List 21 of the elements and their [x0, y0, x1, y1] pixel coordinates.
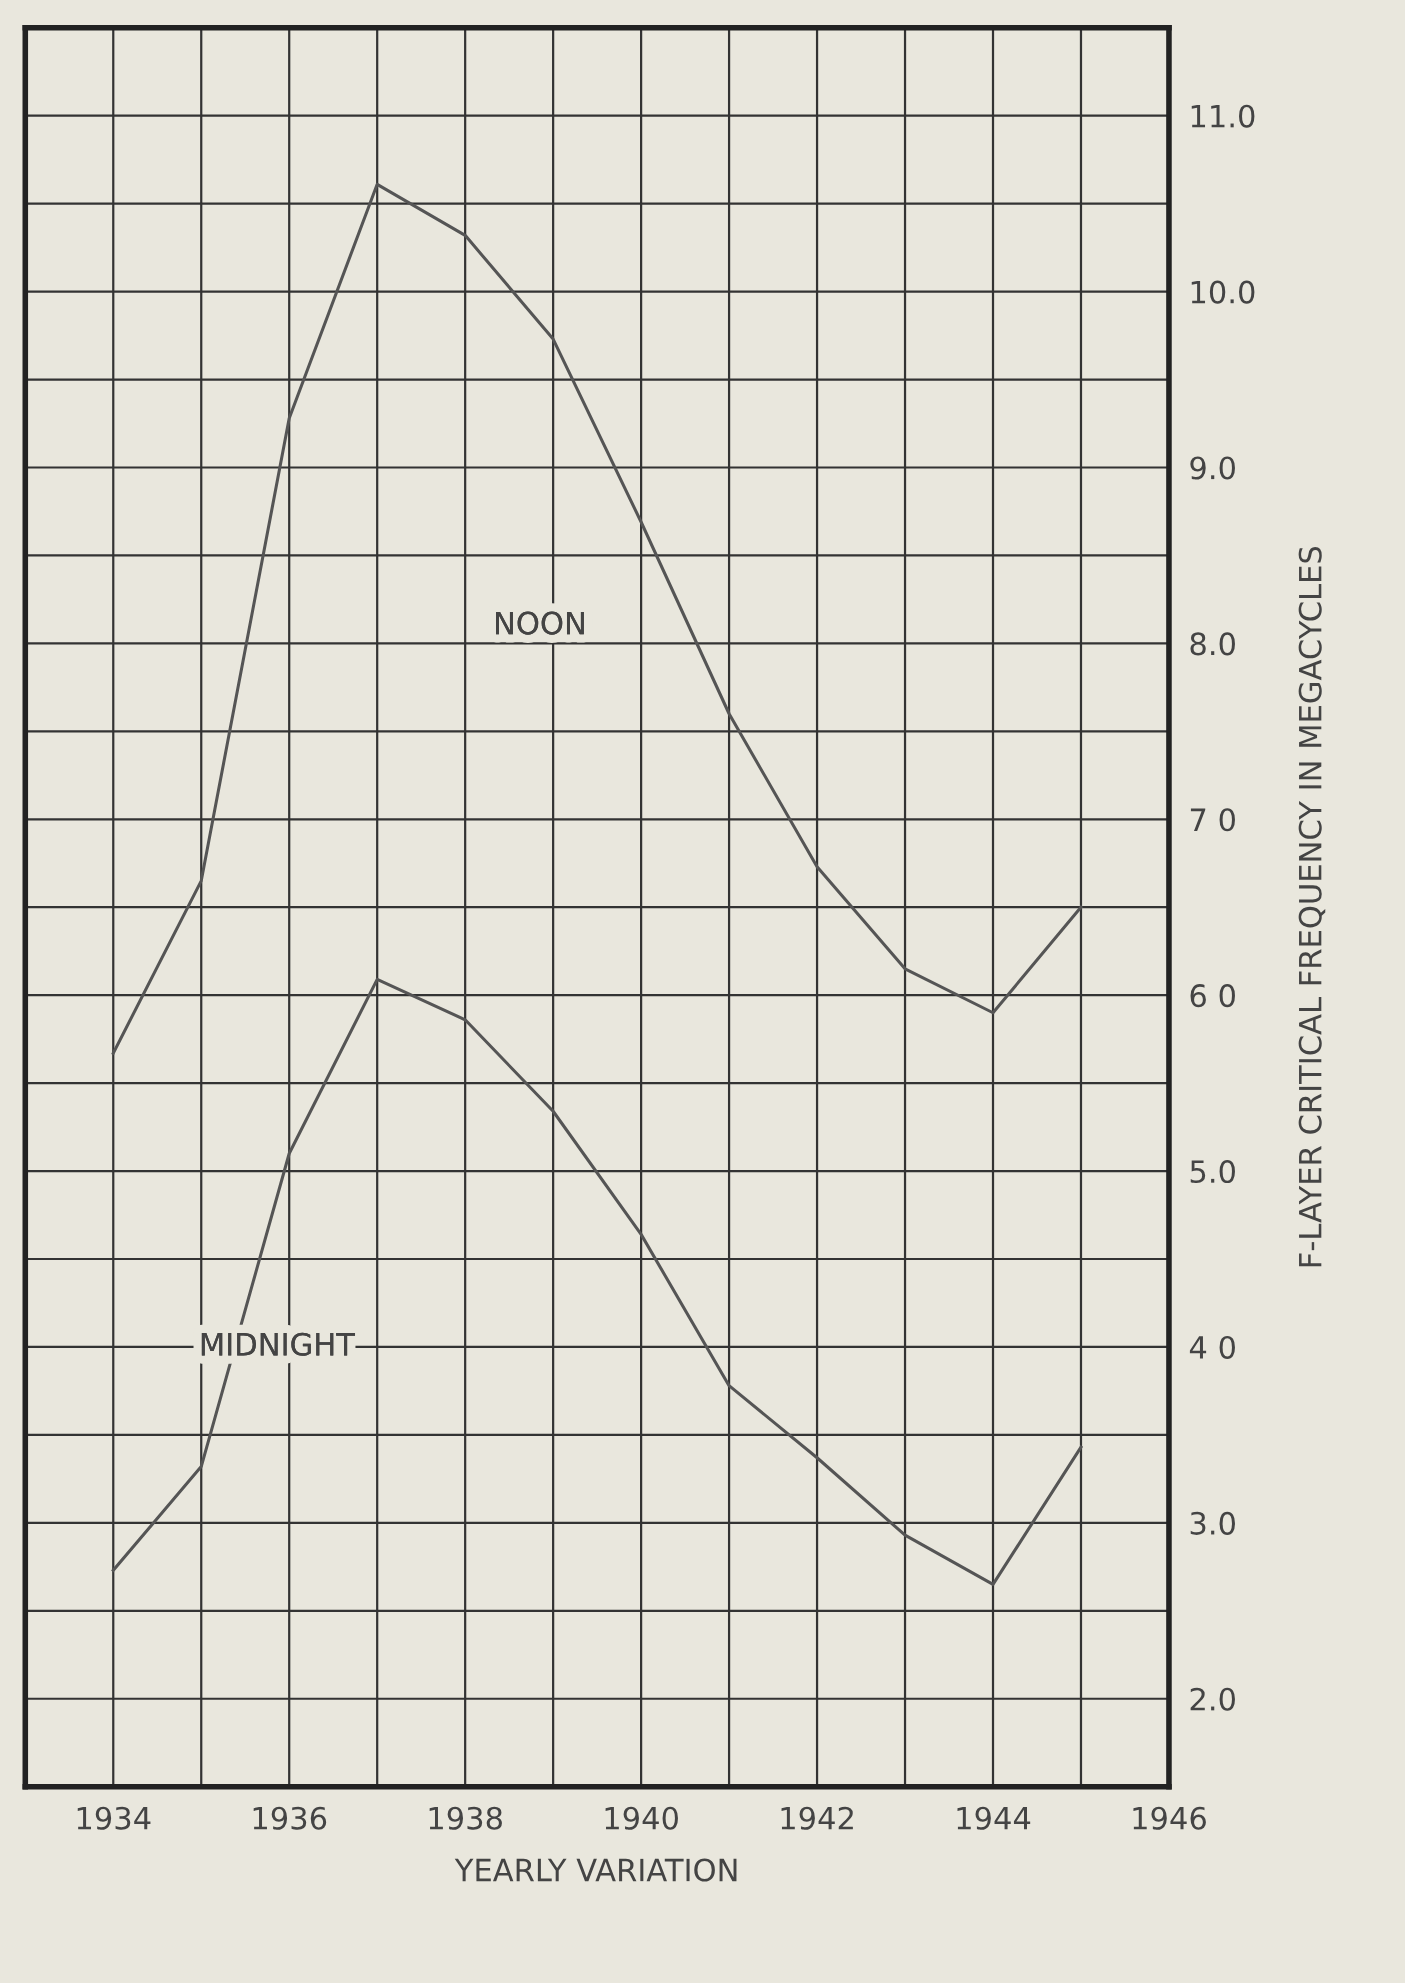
y-tick-label: 8.0	[1190, 632, 1235, 656]
line-series	[111, 977, 1083, 1586]
y-tick-label: 2.0	[1190, 1687, 1235, 1711]
y-tick-label: 3.0	[1190, 1511, 1235, 1535]
y-tick-label: 11.0	[1191, 104, 1255, 128]
x-tick-label: 1936	[253, 1806, 327, 1830]
x-tick-label: 1942	[781, 1806, 853, 1830]
y-tick-label: 7 0	[1190, 808, 1235, 832]
y-tick-label: 6 0	[1190, 984, 1235, 1008]
x-tick-label: 1946	[1133, 1806, 1206, 1830]
x-tick-label: 1938	[429, 1806, 502, 1830]
x-axis-title: YEARLY VARIATION	[454, 1858, 737, 1882]
line-series	[111, 182, 1083, 1055]
y-tick-label: 5.0	[1190, 1159, 1235, 1184]
y-axis-title: F-LAYER CRITICAL FREQUENCY IN MEGACYCLES	[1298, 546, 1326, 1267]
x-tick-label: 1940	[605, 1806, 678, 1830]
x-tick-label: 1944	[957, 1806, 1031, 1830]
y-tick-label: 4 0	[1189, 1335, 1235, 1359]
y-tick-label: 9.0	[1190, 456, 1235, 480]
x-tick-label: 1934	[77, 1806, 151, 1830]
y-tick-label: 10.0	[1191, 280, 1255, 304]
